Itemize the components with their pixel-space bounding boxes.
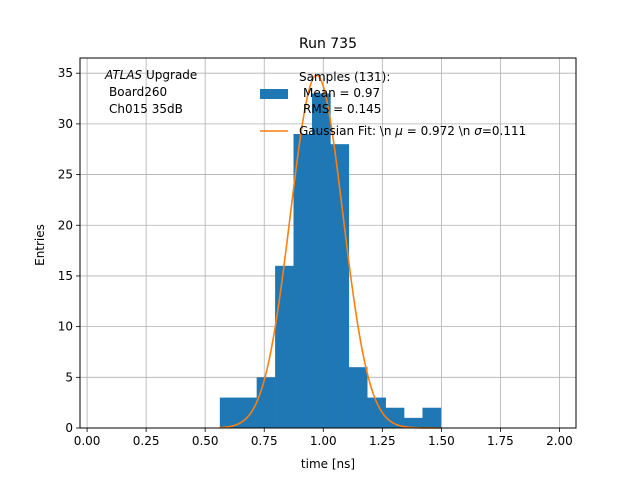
x-tick-label: 0.00: [74, 434, 101, 448]
annotation-channel: Ch015 35dB: [109, 102, 183, 116]
svg-text:Gaussian Fit: \n μ = 0.972 \n: Gaussian Fit: \n μ = 0.972 \n σ=0.111: [299, 124, 526, 138]
annotation-board: Board260: [109, 85, 167, 99]
histogram-bar: [238, 397, 257, 428]
gaussian-fit: [219, 74, 441, 429]
y-tick-label: 10: [58, 320, 73, 334]
annotation-upgrade: Upgrade: [142, 68, 197, 82]
y-tick-label: 20: [58, 218, 73, 232]
legend-fit-mid: = 0.972 \n: [403, 124, 474, 138]
legend-fit-suffix: =0.111: [482, 124, 526, 138]
x-tick-label: 0.75: [251, 434, 278, 448]
histogram-bar: [348, 367, 368, 428]
histogram-bars: [219, 93, 442, 429]
histogram-bar: [422, 407, 442, 428]
histogram-bar: [219, 397, 239, 428]
legend: Samples (131): Mean = 0.97 RMS = 0.145 G…: [260, 70, 526, 138]
legend-fit-prefix: Gaussian Fit: \n: [299, 124, 395, 138]
histogram-bar: [404, 417, 423, 428]
x-tick-label: 1.00: [310, 434, 337, 448]
legend-fit-mu: μ: [394, 124, 403, 138]
histogram-bar: [275, 265, 294, 428]
fit-curve: [219, 74, 441, 429]
histogram-bar: [367, 397, 386, 428]
y-tick-label: 5: [65, 370, 73, 384]
x-tick-label: 2.00: [546, 434, 573, 448]
y-axis-label: Entries: [33, 224, 47, 266]
histogram-bar: [311, 93, 331, 428]
legend-hist-line-3: RMS = 0.145: [303, 102, 381, 116]
x-tick-label: 1.75: [487, 434, 514, 448]
atlas-annotation: ATLAS Upgrade Board260 Ch015 35dB: [104, 68, 197, 116]
histogram-bar: [330, 144, 350, 429]
x-tick-label: 1.50: [428, 434, 455, 448]
histogram-bar: [256, 377, 276, 428]
histogram-bar: [293, 134, 313, 428]
histogram-bar: [385, 407, 405, 428]
y-tick-label: 15: [58, 269, 73, 283]
legend-hist-line-1: Samples (131):: [299, 70, 390, 84]
y-tick-label: 25: [58, 168, 73, 182]
x-axis-label: time [ns]: [301, 457, 355, 471]
legend-hist-swatch: [260, 89, 288, 99]
legend-hist-line-2: Mean = 0.97: [303, 86, 380, 100]
svg-text:ATLAS Upgrade: ATLAS Upgrade: [104, 68, 197, 82]
y-tick-label: 30: [58, 117, 73, 131]
y-tick-label: 35: [58, 66, 73, 80]
legend-fit-sigma: σ: [474, 124, 482, 138]
x-tick-label: 0.50: [192, 434, 219, 448]
chart-title: Run 735: [299, 36, 357, 52]
y-tick-label: 0: [65, 421, 73, 435]
x-tick-label: 0.25: [133, 434, 160, 448]
x-tick-label: 1.25: [369, 434, 396, 448]
axis-ticks: 0.00 0.25 0.50 0.75 1.00 1.25 1.50 1.75 2.00 0 5 10…: [58, 66, 573, 448]
axes-frame: [79, 57, 577, 429]
annotation-atlas: ATLAS: [104, 68, 143, 82]
